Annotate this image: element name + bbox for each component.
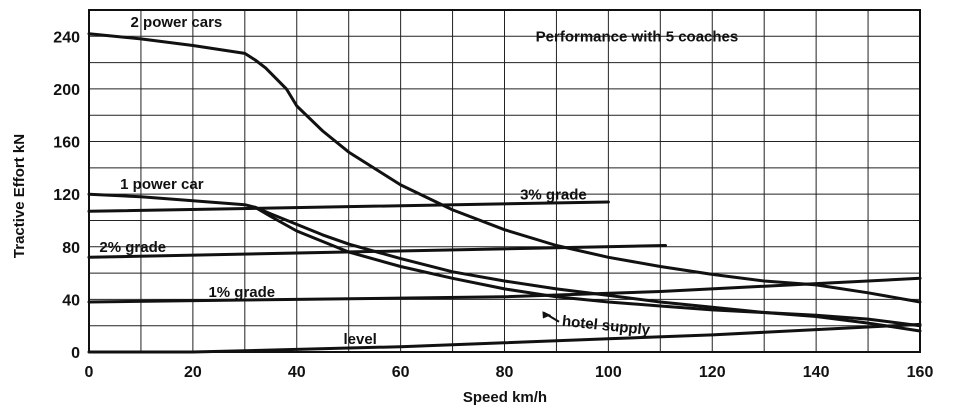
series-line-1-grade (87, 276, 922, 304)
series-line-2-grade (87, 244, 667, 259)
annotations: 2 power cars 1 power car 3% grade 2% grade 1… (99, 14, 651, 348)
x-axis-label: Speed km/h (463, 389, 547, 406)
tick-labels: 0 20 40 60 80 100 120 140 160 0 40 80 120 160 200 240 (53, 29, 933, 381)
x-tick-label: 160 (907, 364, 934, 381)
curve-label: hotel supply (561, 313, 651, 339)
x-tick-label: 40 (288, 364, 306, 381)
y-tick-label: 160 (53, 135, 80, 152)
curve-label: 1 power car (120, 176, 204, 193)
curve-label: level (343, 331, 376, 348)
series-line-level (87, 322, 922, 354)
series-curves (87, 32, 922, 354)
y-tick-label: 0 (71, 345, 80, 362)
plot-frame (88, 9, 921, 353)
curve-label: 3% grade (520, 186, 587, 203)
x-tick-label: 100 (595, 364, 622, 381)
series-line-3-grade (87, 200, 610, 213)
y-tick-label: 200 (53, 82, 80, 99)
grid (89, 10, 920, 352)
x-tick-label: 140 (803, 364, 830, 381)
curve-label: 2 power cars (131, 14, 223, 31)
curve-label: 1% grade (208, 284, 275, 301)
y-tick-label: 240 (53, 29, 80, 46)
x-tick-label: 120 (699, 364, 726, 381)
y-tick-label: 80 (62, 240, 80, 257)
y-tick-label: 120 (53, 187, 80, 204)
x-tick-label: 80 (496, 364, 514, 381)
chart-title: Performance with 5 coaches (536, 29, 739, 46)
x-tick-label: 0 (85, 364, 94, 381)
x-tick-label: 60 (392, 364, 410, 381)
arrow-head-icon (542, 311, 552, 319)
series-line-hotel-supply (253, 205, 922, 328)
y-axis-label: Tractive Effort kN (11, 134, 28, 258)
curve-label: 2% grade (99, 239, 166, 256)
y-tick-label: 40 (62, 292, 80, 309)
x-tick-label: 20 (184, 364, 202, 381)
series-line-2-power-cars (87, 32, 922, 304)
